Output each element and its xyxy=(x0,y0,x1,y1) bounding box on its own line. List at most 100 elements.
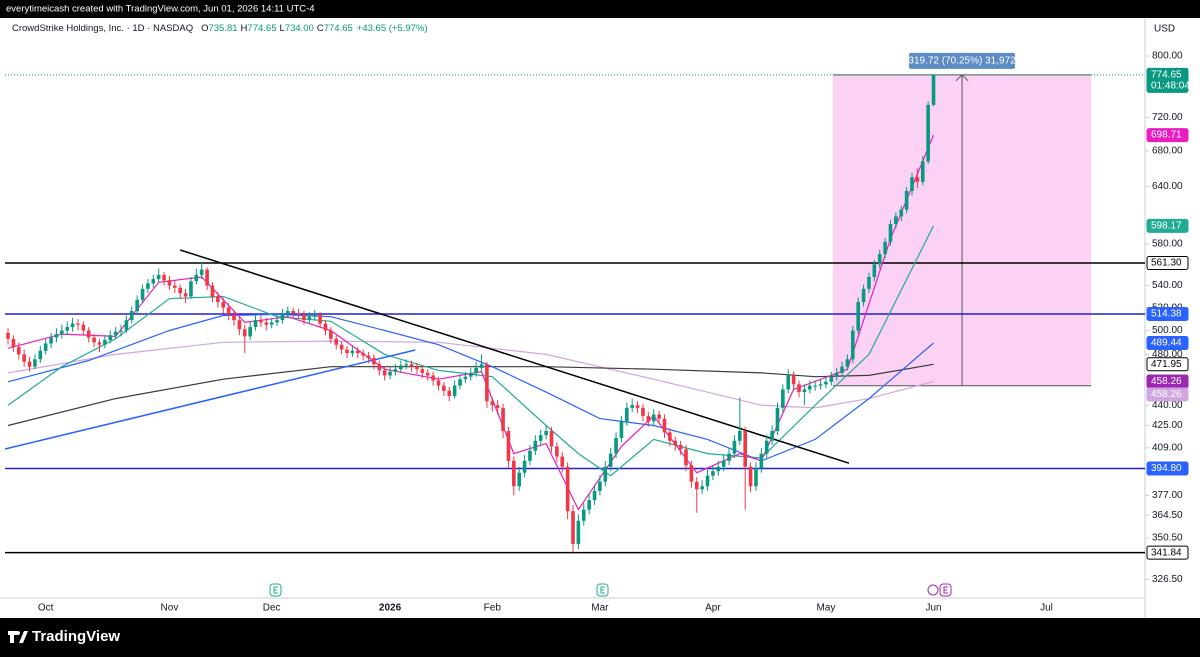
candle-body xyxy=(829,376,834,382)
candle-body xyxy=(748,466,753,487)
candle-body xyxy=(167,280,172,286)
legend-key: C xyxy=(317,23,324,34)
candle-body xyxy=(565,466,570,512)
candle-body xyxy=(727,453,731,461)
candle-body xyxy=(183,293,188,297)
candle-body xyxy=(339,344,344,350)
candle-body xyxy=(442,385,446,391)
candle-body xyxy=(888,224,893,242)
x-tick-label: Jun xyxy=(925,603,941,614)
candle-body xyxy=(113,331,118,336)
candle-body xyxy=(350,350,355,354)
candle-body xyxy=(651,414,656,422)
candle-body xyxy=(754,468,758,487)
price-label-bg xyxy=(1146,67,1189,93)
candle-body xyxy=(711,471,715,476)
candle-body xyxy=(420,369,425,373)
candle-body xyxy=(173,285,177,288)
candle-body xyxy=(49,337,53,344)
candle-body xyxy=(571,511,575,544)
candle-body xyxy=(92,337,96,343)
x-tick-label: Dec xyxy=(263,603,281,614)
candle-body xyxy=(264,322,269,325)
candle-body xyxy=(694,481,699,490)
y-tick-label: 350.50 xyxy=(1152,533,1183,544)
footer-brand: TradingView xyxy=(32,628,120,645)
candle-body xyxy=(738,430,742,441)
candle-body xyxy=(538,435,543,441)
candle-body xyxy=(291,311,296,314)
candle-body xyxy=(657,414,661,419)
candle-body xyxy=(248,327,252,337)
event-icons xyxy=(269,583,952,597)
trendline xyxy=(5,349,416,450)
candle-body xyxy=(404,364,409,366)
candle-body xyxy=(86,330,91,338)
candle-body xyxy=(372,358,376,365)
price-label-bg xyxy=(1146,357,1189,372)
price-label-bg xyxy=(1146,461,1189,476)
candle-body xyxy=(603,466,608,482)
candle-body xyxy=(361,353,365,356)
x-tick-label: Feb xyxy=(484,603,502,614)
price-label: 489.44 xyxy=(1151,338,1182,349)
candle-body xyxy=(81,324,86,331)
candle-body xyxy=(38,350,43,360)
candle-body xyxy=(920,161,925,182)
price-label-bg xyxy=(1146,387,1189,402)
candle-body xyxy=(630,405,634,408)
candle-body xyxy=(447,390,452,396)
candle-body xyxy=(377,364,382,371)
legend-value: 774.65 xyxy=(324,23,353,34)
candle-body xyxy=(770,430,774,441)
candle-body xyxy=(33,359,37,367)
change: +43.65 (+5.97%) xyxy=(357,23,428,34)
candle-body xyxy=(280,314,285,321)
candle-body xyxy=(732,440,737,454)
candle-body xyxy=(210,285,215,297)
candle-body xyxy=(581,509,586,521)
candle-body xyxy=(506,430,511,461)
price-label-bg xyxy=(1146,218,1189,233)
candle-body xyxy=(54,334,59,338)
candle-body xyxy=(70,323,75,328)
candle-body xyxy=(608,453,613,467)
candle-body xyxy=(592,490,597,501)
candle-body xyxy=(425,372,430,376)
candle-body xyxy=(431,375,435,381)
plot-area xyxy=(5,74,1145,554)
y-tick-label: 364.50 xyxy=(1152,510,1183,521)
y-tick-label: 540.00 xyxy=(1152,280,1183,291)
candle-body xyxy=(802,389,807,393)
candle-body xyxy=(845,359,850,367)
price-label: 514.38 xyxy=(1151,309,1182,320)
candle-body xyxy=(162,274,166,281)
candle-body xyxy=(485,364,489,402)
candle-body xyxy=(65,327,70,331)
candle-body xyxy=(329,330,333,339)
candle-body xyxy=(813,385,817,387)
candle-body xyxy=(156,274,161,280)
candle-body xyxy=(307,316,312,321)
y-tick-label: 440.00 xyxy=(1152,400,1183,411)
candle-body xyxy=(894,216,898,225)
candle-body xyxy=(931,74,936,105)
ohlc-legend: O735.81 H774.65 L734.00 C774.65 xyxy=(201,23,353,34)
candle-body xyxy=(388,371,392,376)
legend-value: 774.65 xyxy=(247,23,276,34)
legend-key: H xyxy=(241,23,248,34)
candle-body xyxy=(759,453,764,469)
candle-body xyxy=(119,330,123,332)
candle-body xyxy=(495,405,500,408)
candle-body xyxy=(242,329,247,337)
y-tick-label: 480.00 xyxy=(1152,349,1183,360)
candle-body xyxy=(721,460,726,467)
candle-body xyxy=(834,372,839,377)
candle-body xyxy=(786,375,791,390)
candle-body xyxy=(189,281,193,297)
currency: USD xyxy=(1154,24,1175,35)
candle-body xyxy=(576,520,581,544)
candle-body xyxy=(861,288,866,303)
candle-body xyxy=(598,481,602,491)
